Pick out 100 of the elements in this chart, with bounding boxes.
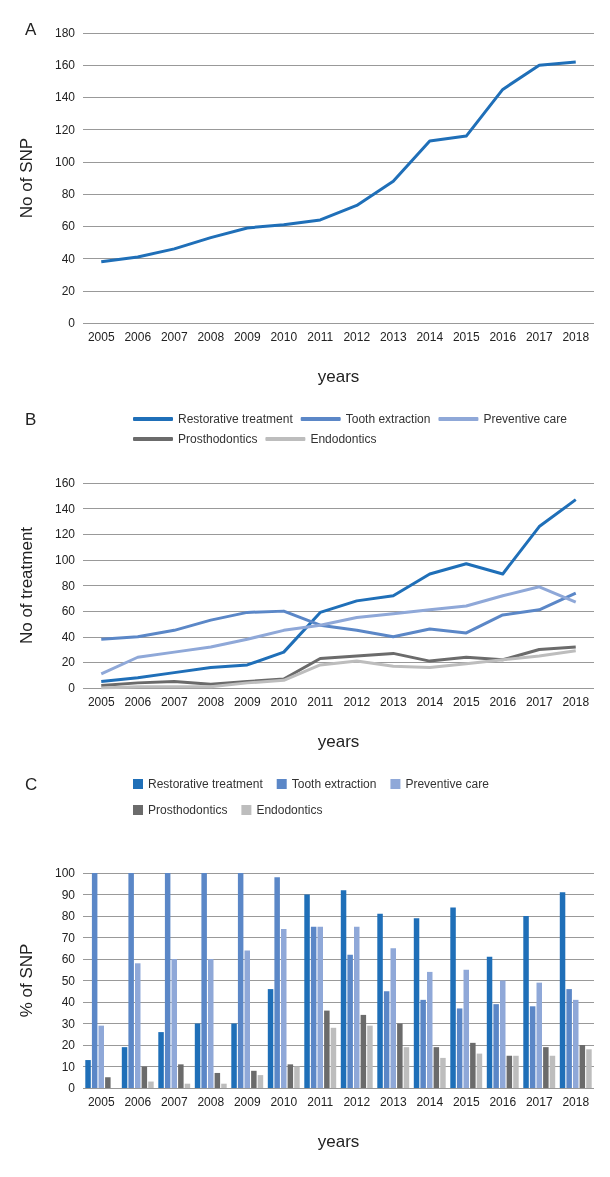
bar (456, 1008, 463, 1088)
y-tick-label: 80 (61, 909, 76, 923)
x-tick-label: 2010 (270, 330, 298, 344)
bar (324, 1010, 330, 1088)
y-tick-label: 100 (54, 154, 76, 169)
line-series (99, 498, 578, 684)
bar (397, 1023, 403, 1088)
bar (287, 1064, 294, 1088)
x-tick-label: 2005 (87, 1095, 115, 1109)
x-tick-label: 2015 (452, 1095, 480, 1109)
y-tick-label: 160 (54, 58, 76, 73)
legend-label: Preventive care (483, 412, 568, 426)
bar (579, 1045, 586, 1088)
legend-label: Prosthodontics (148, 803, 228, 817)
y-tick-label: 10 (61, 1059, 76, 1074)
bar (135, 963, 141, 1088)
y-tick-label: 60 (61, 219, 76, 234)
y-tick-label: 20 (61, 655, 76, 670)
x-tick-label: 2005 (87, 695, 115, 709)
legend-label: Restorative treatment (148, 777, 264, 791)
x-tick-label: 2016 (489, 330, 517, 344)
bar (523, 916, 529, 1088)
bar (244, 950, 250, 1088)
x-tick-label: 2018 (562, 330, 590, 344)
bar (267, 989, 274, 1088)
x-tick-label: 2006 (124, 330, 152, 344)
y-tick-label: 30 (61, 1016, 76, 1031)
bar (486, 956, 493, 1088)
bar (573, 999, 579, 1088)
bar (476, 1053, 483, 1088)
x-tick-label: 2012 (343, 330, 371, 344)
x-tick-label: 2011 (307, 330, 334, 344)
bar (377, 913, 383, 1088)
y-tick-label: 40 (61, 251, 76, 266)
bar (427, 971, 433, 1088)
x-tick-label: 2018 (562, 695, 590, 709)
y-tick-label: 60 (61, 952, 76, 966)
y-tick-label: 0 (68, 1081, 76, 1095)
legend-label: Prosthodontics (178, 432, 258, 446)
bar (98, 1025, 104, 1088)
y-tick-label: 100 (54, 552, 76, 567)
x-tick-label: 2012 (343, 1095, 371, 1109)
bar (148, 1081, 154, 1088)
x-tick-label: 2007 (160, 695, 188, 709)
bar (506, 1055, 513, 1088)
bar (420, 999, 426, 1088)
x-axis-title: years (317, 732, 360, 751)
bar (281, 928, 287, 1088)
x-tick-label: 2017 (525, 330, 553, 344)
bar (433, 1047, 440, 1088)
bar (536, 982, 542, 1088)
bar (413, 918, 420, 1088)
bar (367, 1025, 373, 1088)
y-tick-label: 80 (61, 578, 76, 593)
bar (231, 1023, 237, 1088)
y-tick-label: 80 (61, 187, 76, 202)
x-tick-label: 2010 (270, 1095, 298, 1109)
bar (178, 1064, 184, 1088)
y-tick-label: 60 (61, 604, 76, 619)
bar (251, 1070, 257, 1088)
bar (500, 980, 506, 1088)
y-tick-label: 20 (61, 283, 76, 298)
y-tick-label: 90 (61, 887, 76, 902)
x-tick-label: 2005 (87, 330, 115, 344)
x-tick-label: 2009 (233, 330, 261, 344)
y-axis-title: % of SNP (17, 943, 36, 1018)
y-tick-label: 100 (54, 866, 76, 880)
bar (208, 959, 214, 1088)
bar (158, 1032, 164, 1088)
y-tick-label: 140 (54, 90, 76, 105)
x-tick-label: 2015 (452, 695, 480, 709)
bar (440, 1057, 446, 1088)
y-tick-label: 50 (61, 973, 76, 988)
bar (566, 989, 572, 1088)
bar (128, 873, 134, 1088)
bar (257, 1075, 264, 1088)
x-tick-label: 2006 (124, 695, 152, 709)
y-tick-label: 40 (61, 995, 76, 1009)
chart-title: A (25, 20, 37, 39)
bar (354, 926, 360, 1088)
bar (513, 1055, 519, 1088)
y-tick-label: 70 (61, 930, 76, 945)
bar (85, 1060, 91, 1088)
bar (340, 890, 347, 1088)
bar (450, 907, 456, 1088)
x-tick-label: 2008 (197, 330, 225, 344)
bar (171, 959, 177, 1088)
y-tick-label: 120 (54, 527, 76, 542)
y-tick-label: 20 (61, 1038, 76, 1052)
y-tick-label: 160 (54, 476, 76, 490)
x-tick-label: 2012 (343, 695, 371, 709)
bar (221, 1083, 227, 1088)
x-tick-label: 2006 (124, 1095, 152, 1109)
bar (493, 1004, 499, 1088)
line-series (99, 591, 578, 641)
legend-label: Endodontics (310, 432, 377, 446)
bar (310, 926, 317, 1088)
bar (543, 1047, 549, 1088)
x-tick-label: 2018 (562, 1095, 590, 1109)
bar (470, 1042, 476, 1088)
